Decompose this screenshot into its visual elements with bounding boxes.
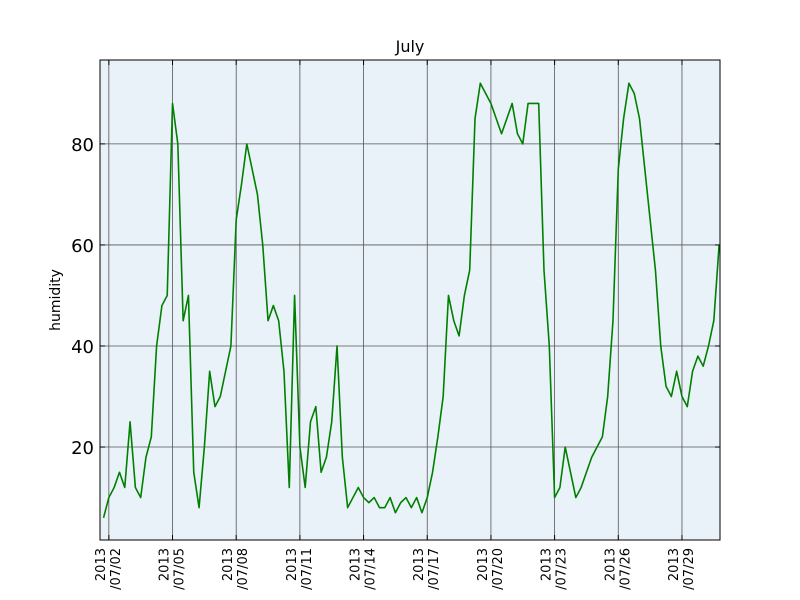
plot-frame [99, 59, 721, 541]
x-tick-label: 2013/07/05 [158, 548, 188, 590]
y-axis-label: humidity [48, 269, 64, 331]
x-tick-label: 2013/07/08 [221, 548, 251, 590]
x-tick-label: 2013/07/11 [285, 548, 315, 590]
x-tick-label: 2013/07/29 [667, 548, 697, 590]
data-line [102, 82, 720, 518]
y-tick-label: 20 [71, 438, 94, 459]
chart-title: July [395, 37, 425, 56]
plot-layer [100, 60, 720, 540]
x-tick-label: 2013/07/20 [476, 548, 506, 590]
y-tick-label: 80 [71, 135, 94, 156]
x-tick-label: 2013/07/17 [412, 548, 442, 590]
x-tick-label: 2013/07/26 [603, 548, 633, 590]
x-tick-label: 2013/07/02 [94, 548, 124, 590]
x-tick-label: 2013/07/14 [349, 548, 379, 590]
y-tick-label: 60 [71, 236, 94, 257]
x-tick-label: 2013/07/23 [540, 548, 570, 590]
y-tick-label: 40 [71, 337, 94, 358]
